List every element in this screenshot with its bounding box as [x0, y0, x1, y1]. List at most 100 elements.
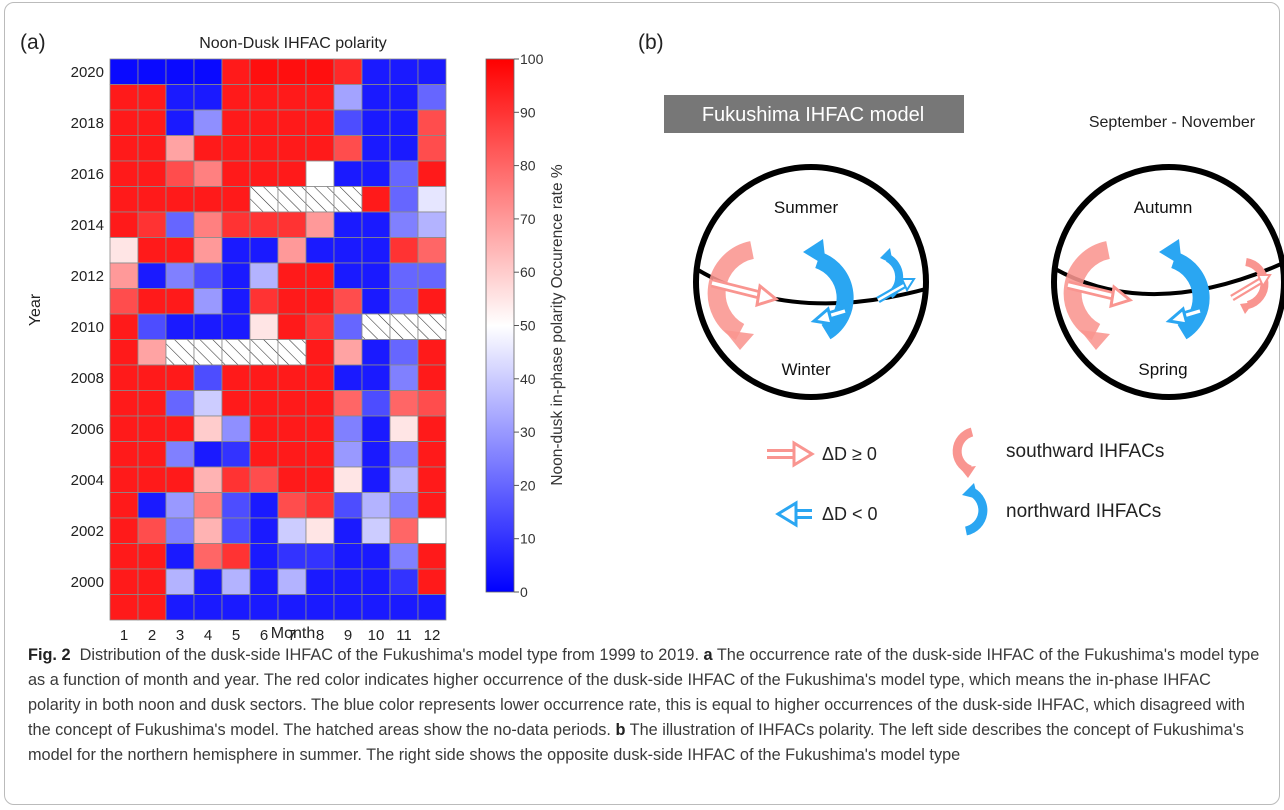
heatmap-cell [249, 568, 279, 595]
season-range-title: September - November [1089, 114, 1256, 131]
heatmap-cell [333, 517, 363, 544]
heatmap-cell [361, 262, 391, 289]
heatmap-cell-no-data [193, 339, 223, 366]
heatmap-cell [305, 262, 335, 289]
year-tick-label: 2006 [71, 421, 104, 438]
heatmap-cell [361, 441, 391, 468]
heatmap-cell [249, 135, 279, 162]
year-tick-labels: 2020 2018 2016 2014 2012 2010 2008 2006 2004 2002… [71, 64, 104, 591]
colorbar-tick-label: 40 [520, 371, 536, 387]
heatmap-cell [193, 313, 223, 340]
heatmap-cell [389, 58, 419, 85]
heatmap-cell [221, 594, 251, 621]
heatmap-cell [165, 313, 195, 340]
year-tick-label: 2004 [71, 472, 104, 489]
heatmap-cell-no-data [305, 186, 335, 213]
legend-dd-neg-icon [775, 500, 812, 528]
caption-fig-label: Fig. 2 [28, 646, 71, 664]
heatmap-cell [193, 568, 223, 595]
colorbar-tick-label: 50 [520, 318, 536, 334]
heatmap-cell [277, 517, 307, 544]
heatmap-cell [109, 313, 139, 340]
heatmap-cell [193, 160, 223, 187]
heatmap-cell [417, 339, 447, 366]
model-title: Fukushima IHFAC model [702, 104, 924, 126]
heatmap-cell [305, 517, 335, 544]
heatmap-cell [137, 58, 167, 85]
heatmap-cell [305, 237, 335, 264]
heatmap-cell [277, 390, 307, 417]
heatmap-cell [333, 313, 363, 340]
heatmap-cell [193, 390, 223, 417]
heatmap-cell [137, 211, 167, 238]
heatmap-cell [333, 594, 363, 621]
heatmap-cell [249, 84, 279, 111]
heatmap-cell [333, 237, 363, 264]
heatmap-cell [333, 568, 363, 595]
heatmap-cell [389, 84, 419, 111]
heatmap-cell [389, 160, 419, 187]
heatmap-cell [361, 517, 391, 544]
heatmap-cell [417, 186, 447, 213]
heatmap-cell [417, 517, 447, 544]
colorbar-tick-label: 10 [520, 531, 536, 547]
heatmap-cells [109, 58, 447, 621]
heatmap-cell [361, 415, 391, 442]
heatmap-cell [305, 492, 335, 519]
heatmap-cell [193, 466, 223, 493]
heatmap-cell [389, 441, 419, 468]
heatmap-cell [221, 58, 251, 85]
caption-intro: Distribution of the dusk-side IHFAC of t… [79, 646, 699, 664]
year-tick-label: 2012 [71, 268, 104, 285]
right-globe-bottom-label: Spring [1138, 360, 1187, 379]
heatmap-cell [417, 543, 447, 570]
heatmap-cell [221, 262, 251, 289]
heatmap-cell-no-data [277, 339, 307, 366]
heatmap-cell [109, 135, 139, 162]
year-tick-label: 2000 [71, 574, 104, 591]
heatmap-cell [249, 492, 279, 519]
heatmap-cell [221, 211, 251, 238]
heatmap-cell [305, 109, 335, 136]
heatmap-cell [361, 492, 391, 519]
legend-dd-pos-label: ΔD ≥ 0 [822, 444, 877, 464]
heatmap-cell [361, 211, 391, 238]
month-tick-label: 11 [396, 627, 412, 644]
heatmap-cell [165, 492, 195, 519]
legend-northward-label: northward IHFACs [1006, 501, 1161, 522]
heatmap-cell [277, 313, 307, 340]
y-axis-label: Year [27, 293, 44, 326]
heatmap-cell [305, 543, 335, 570]
heatmap-cell [333, 58, 363, 85]
colorbar-tick-label: 60 [520, 264, 536, 280]
heatmap-cell [249, 211, 279, 238]
heatmap-cell [137, 109, 167, 136]
heatmap-cell [249, 160, 279, 187]
heatmap-cell [249, 543, 279, 570]
heatmap-cell [389, 594, 419, 621]
heatmap-cell [193, 211, 223, 238]
heatmap-cell [305, 441, 335, 468]
heatmap-cell [305, 568, 335, 595]
heatmap-cell [221, 288, 251, 315]
heatmap-cell [417, 109, 447, 136]
heatmap-cell [305, 390, 335, 417]
heatmap-cell [333, 135, 363, 162]
heatmap-cell [305, 211, 335, 238]
heatmap-cell [361, 109, 391, 136]
heatmap-cell [109, 390, 139, 417]
heatmap-cell [277, 135, 307, 162]
heatmap-cell [193, 58, 223, 85]
heatmap-cell [165, 135, 195, 162]
heatmap-cell [361, 135, 391, 162]
heatmap-cell [389, 135, 419, 162]
heatmap-cell [109, 237, 139, 264]
heatmap-cell [221, 186, 251, 213]
heatmap-cell [417, 594, 447, 621]
legend-dd-pos-icon [767, 440, 815, 468]
heatmap-cell [277, 441, 307, 468]
heatmap-cell [333, 364, 363, 391]
heatmap-cell [165, 84, 195, 111]
heatmap-cell [165, 288, 195, 315]
heatmap-cell [277, 160, 307, 187]
